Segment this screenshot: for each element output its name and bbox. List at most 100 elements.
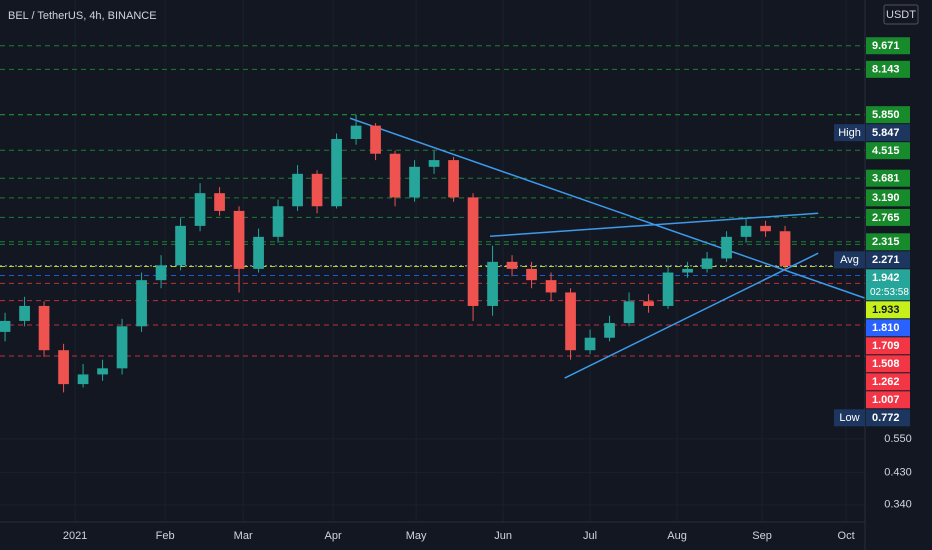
trendline	[489, 212, 819, 238]
price-label: 1.007	[872, 394, 900, 406]
price-label: 1.933	[872, 304, 900, 316]
candle-body	[701, 258, 713, 269]
price-label: 3.681	[872, 173, 900, 185]
price-label: 1.262	[872, 376, 900, 388]
price-tag-bg	[834, 409, 865, 427]
x-tick-label: 2021	[63, 530, 87, 542]
price-label-bg	[866, 373, 910, 391]
candle-body	[0, 320, 11, 332]
candle-body	[506, 261, 518, 269]
candle-body	[116, 326, 128, 369]
price-label-bg	[866, 60, 910, 78]
price-label-bg	[866, 319, 910, 337]
candle-body	[38, 305, 50, 351]
x-tick-label: Aug	[667, 530, 687, 542]
candle-body	[604, 323, 615, 338]
trendline	[564, 252, 819, 379]
price-label-bg	[866, 269, 910, 301]
price-label-bg	[866, 251, 910, 269]
x-tick-label: Apr	[324, 530, 341, 542]
price-label-bg	[866, 142, 910, 160]
candle-body	[740, 225, 752, 237]
x-tick-label: Jul	[583, 530, 597, 542]
candle-body	[389, 153, 401, 198]
x-tick-label: Feb	[156, 530, 175, 542]
price-label: 1.508	[872, 358, 900, 370]
candle-body	[623, 301, 635, 324]
candle-body	[545, 280, 557, 293]
price-label-bg	[866, 337, 910, 355]
candle-body	[233, 210, 245, 269]
price-label-bg	[866, 189, 910, 207]
candle-body	[370, 125, 381, 154]
price-label-bg	[866, 124, 910, 142]
candle-body	[77, 374, 89, 385]
candle-body	[643, 301, 654, 306]
price-tag: Low	[839, 412, 859, 424]
candle-body	[448, 160, 459, 198]
price-label: 8.143	[872, 64, 900, 76]
y-tick-label: 0.340	[884, 499, 912, 511]
price-label: 1.942	[872, 272, 900, 284]
currency-box[interactable]	[883, 4, 919, 25]
candle-body	[409, 166, 420, 198]
price-tag: Avg	[840, 254, 859, 266]
candle-body	[292, 173, 303, 207]
price-label: 2.765	[872, 212, 900, 224]
price-label: 9.671	[872, 40, 900, 52]
price-label-bg	[866, 301, 910, 319]
price-label-bg	[866, 37, 910, 55]
price-label-bg	[866, 106, 910, 124]
y-tick-label: 0.430	[884, 467, 912, 479]
candle-body	[175, 225, 186, 266]
y-tick-label: 0.550	[884, 433, 912, 445]
candle-body	[565, 292, 576, 351]
candle-body	[155, 265, 167, 281]
x-tick-label: Oct	[838, 530, 855, 542]
price-label: 2.271	[872, 254, 900, 266]
candle-body	[272, 206, 284, 237]
candle-body	[487, 261, 498, 306]
candle-body	[194, 193, 206, 226]
candle-body	[214, 193, 225, 211]
price-label: 2.315	[872, 236, 900, 248]
price-label: 5.847	[872, 127, 900, 139]
price-label-bg	[866, 409, 910, 427]
currency: USDT	[886, 9, 916, 21]
price-label: 5.850	[872, 109, 900, 121]
price-label: 4.515	[872, 145, 900, 157]
candle-body	[350, 125, 362, 139]
price-tag-bg	[834, 124, 865, 142]
price-label-bg	[866, 391, 910, 409]
price-tag-bg	[834, 251, 865, 269]
candle-body	[662, 272, 674, 306]
price-label-bg	[866, 233, 910, 251]
candle-body	[311, 173, 323, 207]
candle-body	[19, 305, 30, 321]
price-label-bg	[866, 169, 910, 187]
x-tick-label: May	[406, 530, 427, 542]
price-label-bg	[866, 355, 910, 373]
price-tag: High	[838, 127, 861, 139]
candle-body	[136, 280, 147, 327]
candle-body	[58, 350, 69, 385]
candle-body	[721, 236, 732, 259]
candle-body	[253, 236, 264, 269]
candle-body	[97, 368, 108, 375]
candle-body	[682, 268, 693, 273]
price-label: 1.810	[872, 322, 900, 334]
price-label: 1.709	[872, 340, 900, 352]
candle-body	[760, 225, 771, 232]
price-label-bg	[866, 208, 910, 226]
price-label: 0.772	[872, 412, 900, 424]
countdown: 02:53:58	[870, 287, 909, 298]
candle-body	[584, 337, 596, 351]
x-tick-label: Sep	[752, 530, 772, 542]
candle-body	[779, 231, 791, 266]
price-label: 3.190	[872, 192, 900, 204]
chart-title: BEL / TetherUS, 4h, BINANCE	[8, 10, 157, 22]
x-tick-label: Mar	[234, 530, 253, 542]
trendline	[349, 117, 866, 299]
